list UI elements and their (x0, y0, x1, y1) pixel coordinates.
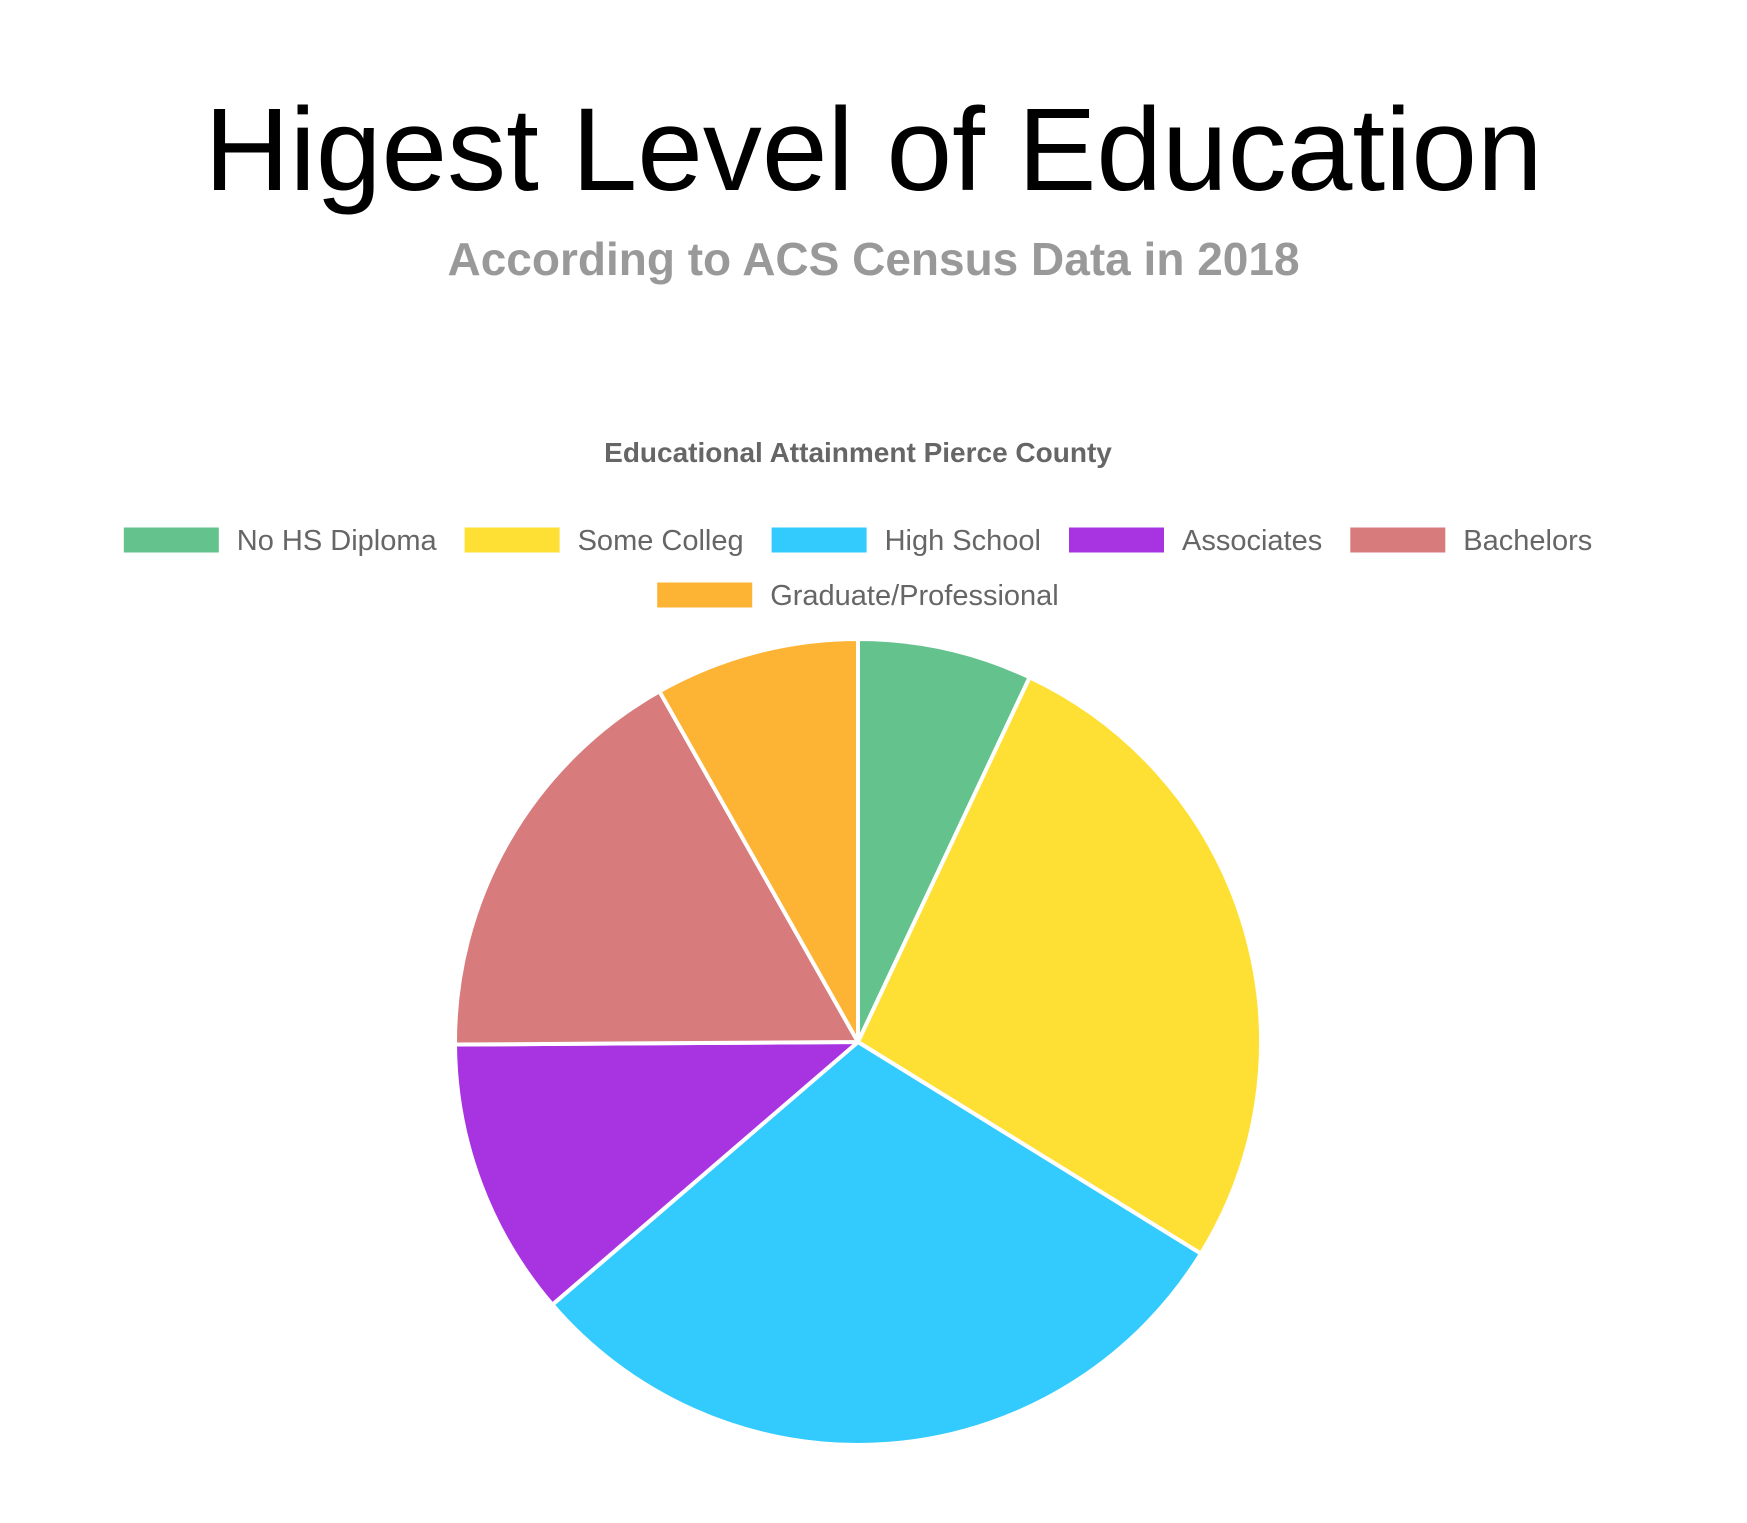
pie-slices (453, 637, 1263, 1447)
pie-slice-some-colleg[interactable] (856, 675, 1263, 1256)
legend-item-some-colleg[interactable]: Some Colleg (464, 525, 744, 557)
legend-swatch-high-school (771, 527, 867, 553)
legend-item-graduate-professional[interactable]: Graduate/Professional (657, 580, 1059, 612)
legend-swatch-bachelors (1350, 527, 1446, 553)
legend-item-no-hs-diploma[interactable]: No HS Diploma (123, 525, 438, 557)
legend-swatch-some-colleg (464, 527, 560, 553)
legend-swatch-no-hs-diploma (123, 527, 219, 553)
legend-swatch-associates (1069, 527, 1164, 553)
pie-slice-high-school[interactable] (550, 1040, 1203, 1447)
legend-label-associates: Associates (1182, 525, 1322, 557)
legend-item-high-school[interactable]: High School (771, 525, 1041, 557)
legend-label-high-school: High School (885, 525, 1041, 557)
pie-slice-graduate-professional[interactable] (657, 637, 860, 1044)
pie-slice-no-hs-diploma[interactable] (856, 637, 1032, 1044)
chart-title: Educational Attainment Pierce County (604, 437, 1112, 468)
page-subtitle: According to ACS Census Data in 2018 (447, 233, 1300, 285)
legend-swatch-graduate-professional (657, 582, 753, 608)
legend-label-some-colleg: Some Colleg (578, 525, 744, 557)
chart-legend: No HS Diploma Some Colleg High School Assoc… (123, 525, 1592, 612)
legend-label-graduate-professional: Graduate/Professional (770, 580, 1059, 612)
pie-slice-associates[interactable] (453, 1040, 860, 1307)
legend-item-associates[interactable]: Associates (1069, 525, 1322, 557)
legend-item-bachelors[interactable]: Bachelors (1350, 525, 1592, 557)
pie-slice-bachelors[interactable] (453, 689, 860, 1047)
legend-label-bachelors: Bachelors (1463, 525, 1592, 557)
page-title: Higest Level of Education (204, 84, 1543, 216)
legend-label-no-hs-diploma: No HS Diploma (237, 525, 438, 557)
